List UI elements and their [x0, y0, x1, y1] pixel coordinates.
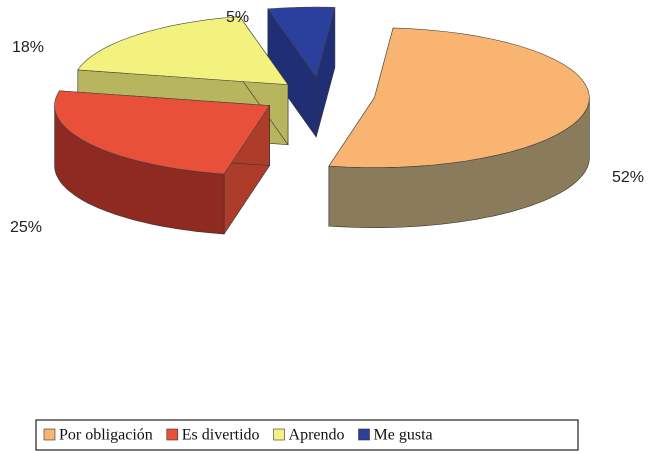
legend-swatch — [273, 428, 285, 441]
slice-top — [267, 6, 336, 78]
legend-label: Es divertido — [182, 427, 260, 444]
data-label: 5% — [226, 9, 249, 26]
slice — [328, 27, 590, 229]
legend-label: Por obligación — [59, 427, 153, 444]
legend-label: Aprendo — [289, 427, 345, 444]
data-label: 25% — [10, 219, 42, 236]
data-label: 52% — [612, 169, 644, 186]
slice-top — [54, 90, 271, 175]
legend-swatch — [358, 428, 370, 441]
slice — [267, 6, 336, 139]
legend-label: Me gusta — [374, 427, 433, 444]
legend-box — [35, 419, 579, 451]
slice — [54, 90, 271, 235]
legend-swatch — [166, 428, 179, 441]
slice-top — [77, 16, 289, 86]
legend-swatch — [43, 428, 56, 441]
slice-top — [328, 27, 590, 168]
data-label: 18% — [12, 39, 44, 56]
